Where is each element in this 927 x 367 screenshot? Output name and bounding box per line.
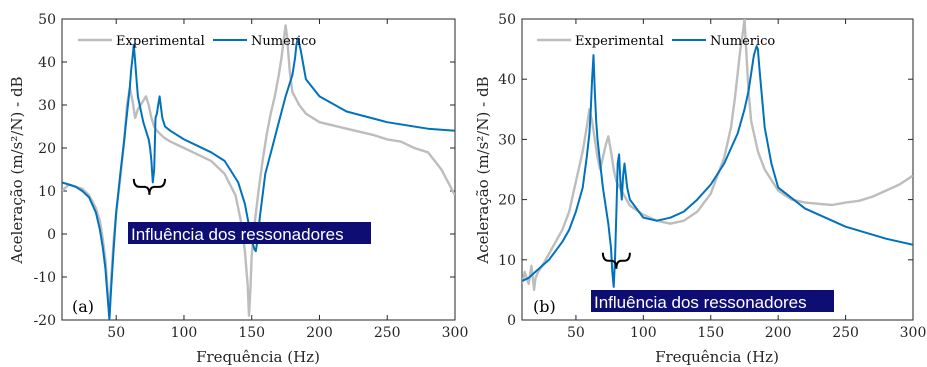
x-axis-label-b: Frequência (Hz) [655,348,779,366]
y-tick-label: 20 [38,141,56,157]
annotation-box-a [128,222,371,244]
legend-label-numerico-b: Numerico [710,34,775,49]
x-tick-label: 150 [697,325,724,341]
axes-box-a [61,18,456,321]
legend-a: Experimental Numerico [78,34,316,49]
y-tick-label: -10 [33,270,56,286]
series-line-experimental-b [522,19,913,292]
y-tick-label: 10 [498,253,516,269]
y-tick-label: 20 [498,193,516,209]
y-tick-label: 30 [498,132,516,148]
y-tick-label: 0 [507,313,516,329]
series-line-numerico-b [522,45,913,288]
y-axis-label-a: Aceleração (m/s²/N) - dB [8,76,26,264]
axes-box-b [521,18,914,321]
legend-label-numerico-a: Numerico [251,34,316,49]
x-tick-label: 300 [442,325,469,341]
chart-panel-a: 50 100 150 200 250 300 -20 -10 0 10 20 30 40 50 Infl… [8,12,468,366]
y-tick-label: 10 [38,184,56,200]
y-axis-label-b: Aceleração (m/s²/N) - dB [474,76,492,264]
y-tick-label: 40 [38,55,56,71]
panel-label-a: (a) [72,297,94,316]
x-tick-label: 50 [567,325,585,341]
x-tick-label: 50 [107,325,125,341]
x-tick-label: 150 [238,325,265,341]
legend-b: Experimental Numerico [537,34,775,49]
y-tick-label: -20 [33,313,56,329]
annotation-text-a: Influência dos ressonadores [131,225,344,244]
x-tick-label: 100 [630,325,657,341]
y-tick-label: 50 [498,12,516,28]
x-tick-label: 300 [900,325,927,341]
y-tick-label: 0 [47,227,56,243]
series-line-numerico-a [62,37,455,320]
y-tick-label: 30 [38,98,56,114]
annotation-bracket-a [132,178,166,195]
y-tick-labels-a: -20 -10 0 10 20 30 40 50 [33,12,56,329]
legend-label-experimental-b: Experimental [575,34,664,49]
x-tick-label: 250 [832,325,859,341]
legend-label-experimental-a: Experimental [116,34,205,49]
x-tick-label: 200 [765,325,792,341]
x-axis-label-a: Frequência (Hz) [196,348,320,366]
panel-label-b: (b) [533,297,556,316]
annotation-box-b [591,290,834,312]
chart-panel-b: 50 100 150 200 250 300 0 10 20 30 40 50 Influência… [474,12,926,366]
x-tick-labels-a: 50 100 150 200 250 300 [107,325,468,341]
annotation-bracket-b [601,252,631,269]
x-tick-label: 250 [374,325,401,341]
y-tick-label: 50 [38,12,56,28]
y-tick-label: 40 [498,72,516,88]
x-tick-label: 100 [171,325,198,341]
x-tick-label: 200 [306,325,333,341]
y-tick-labels-b: 0 10 20 30 40 50 [498,12,516,329]
tick-marks-b [522,18,914,321]
x-tick-labels-b: 50 100 150 200 250 300 [567,325,926,341]
annotation-text-b: Influência dos ressonadores [594,293,807,312]
tick-marks-a [62,18,456,321]
